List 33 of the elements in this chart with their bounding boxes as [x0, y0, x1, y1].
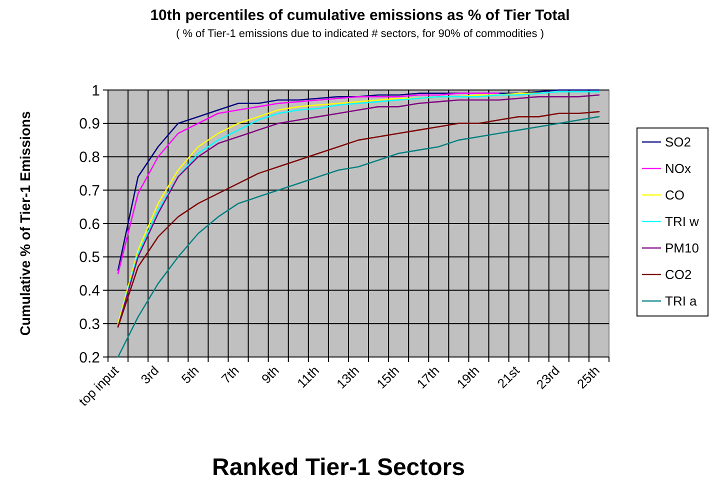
y-tick-label: 1: [92, 82, 100, 100]
chart-title: 10th percentiles of cumulative emissions as % of Tier Total: [150, 7, 570, 24]
y-axis-title: Cumulative % of Tier-1 Emissions: [17, 111, 33, 336]
x-tick-label: 17th: [414, 362, 442, 392]
x-tick-label: 25th: [574, 362, 603, 392]
x-tick-label: 7th: [218, 362, 242, 386]
x-tick-label: 15th: [374, 362, 402, 392]
legend-label: PM10: [665, 240, 699, 256]
legend-label: CO2: [665, 267, 692, 282]
legend-label: TRI w: [665, 214, 700, 230]
y-tick-label: 0.3: [79, 316, 100, 333]
legend-label: SO2: [665, 134, 692, 150]
x-tick-label: 3rd: [138, 362, 162, 387]
y-tick-label: 0.6: [79, 216, 100, 233]
line-series: [117, 92, 500, 274]
x-tick-label: 21st: [494, 362, 523, 391]
x-tick-label: 13th: [334, 362, 362, 392]
legend-label: TRI a: [665, 294, 698, 309]
legend-label: CO: [665, 188, 684, 203]
x-axis-title: Ranked Tier-1 Sectors: [212, 454, 465, 481]
y-tick-label: 0.8: [79, 149, 100, 166]
y-tick-label: 0.2: [79, 349, 100, 366]
y-tick-label: 0.7: [79, 182, 100, 200]
legend-label: NOx: [665, 161, 692, 176]
x-tick-label: 19th: [454, 362, 482, 392]
y-tick-label: 0.4: [79, 282, 100, 300]
y-tick-label: 0.9: [79, 116, 100, 133]
x-tick-label: 9th: [258, 362, 282, 386]
line-series: [117, 89, 600, 271]
x-tick-label: 11th: [294, 362, 322, 391]
chart-subtitle: ( % of Tier-1 emissions due to indicated # sectors, for 90% of commodities ): [176, 28, 544, 40]
x-tick-label: 5th: [178, 362, 202, 386]
y-tick-label: 0.5: [79, 249, 100, 266]
